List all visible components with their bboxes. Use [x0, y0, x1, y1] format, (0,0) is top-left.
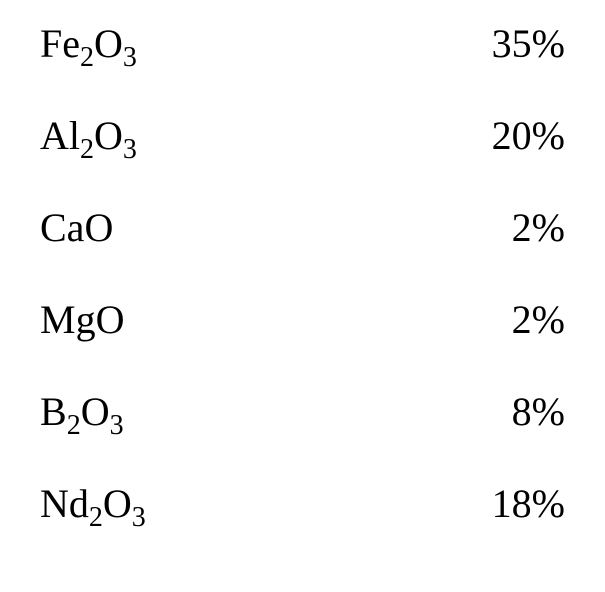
table-row: Nd2O3 18%: [40, 480, 565, 534]
table-row: MgO 2%: [40, 296, 565, 350]
compound-formula: CaO: [40, 204, 113, 258]
compound-percentage: 35%: [445, 20, 565, 67]
table-row: B2O3 8%: [40, 388, 565, 442]
table-row: CaO 2%: [40, 204, 565, 258]
compound-formula: B2O3: [40, 388, 124, 442]
compound-percentage: 20%: [445, 112, 565, 159]
compound-percentage: 18%: [445, 480, 565, 527]
composition-table: Fe2O3 35% Al2O3 20% CaO 2% MgO 2% B2O3 8…: [0, 0, 605, 592]
compound-percentage: 2%: [445, 296, 565, 343]
compound-percentage: 2%: [445, 204, 565, 251]
compound-formula: Al2O3: [40, 112, 137, 166]
compound-formula: Fe2O3: [40, 20, 137, 74]
compound-formula: Nd2O3: [40, 480, 146, 534]
compound-percentage: 8%: [445, 388, 565, 435]
compound-formula: MgO: [40, 296, 124, 350]
table-row: Al2O3 20%: [40, 112, 565, 166]
table-row: Fe2O3 35%: [40, 20, 565, 74]
